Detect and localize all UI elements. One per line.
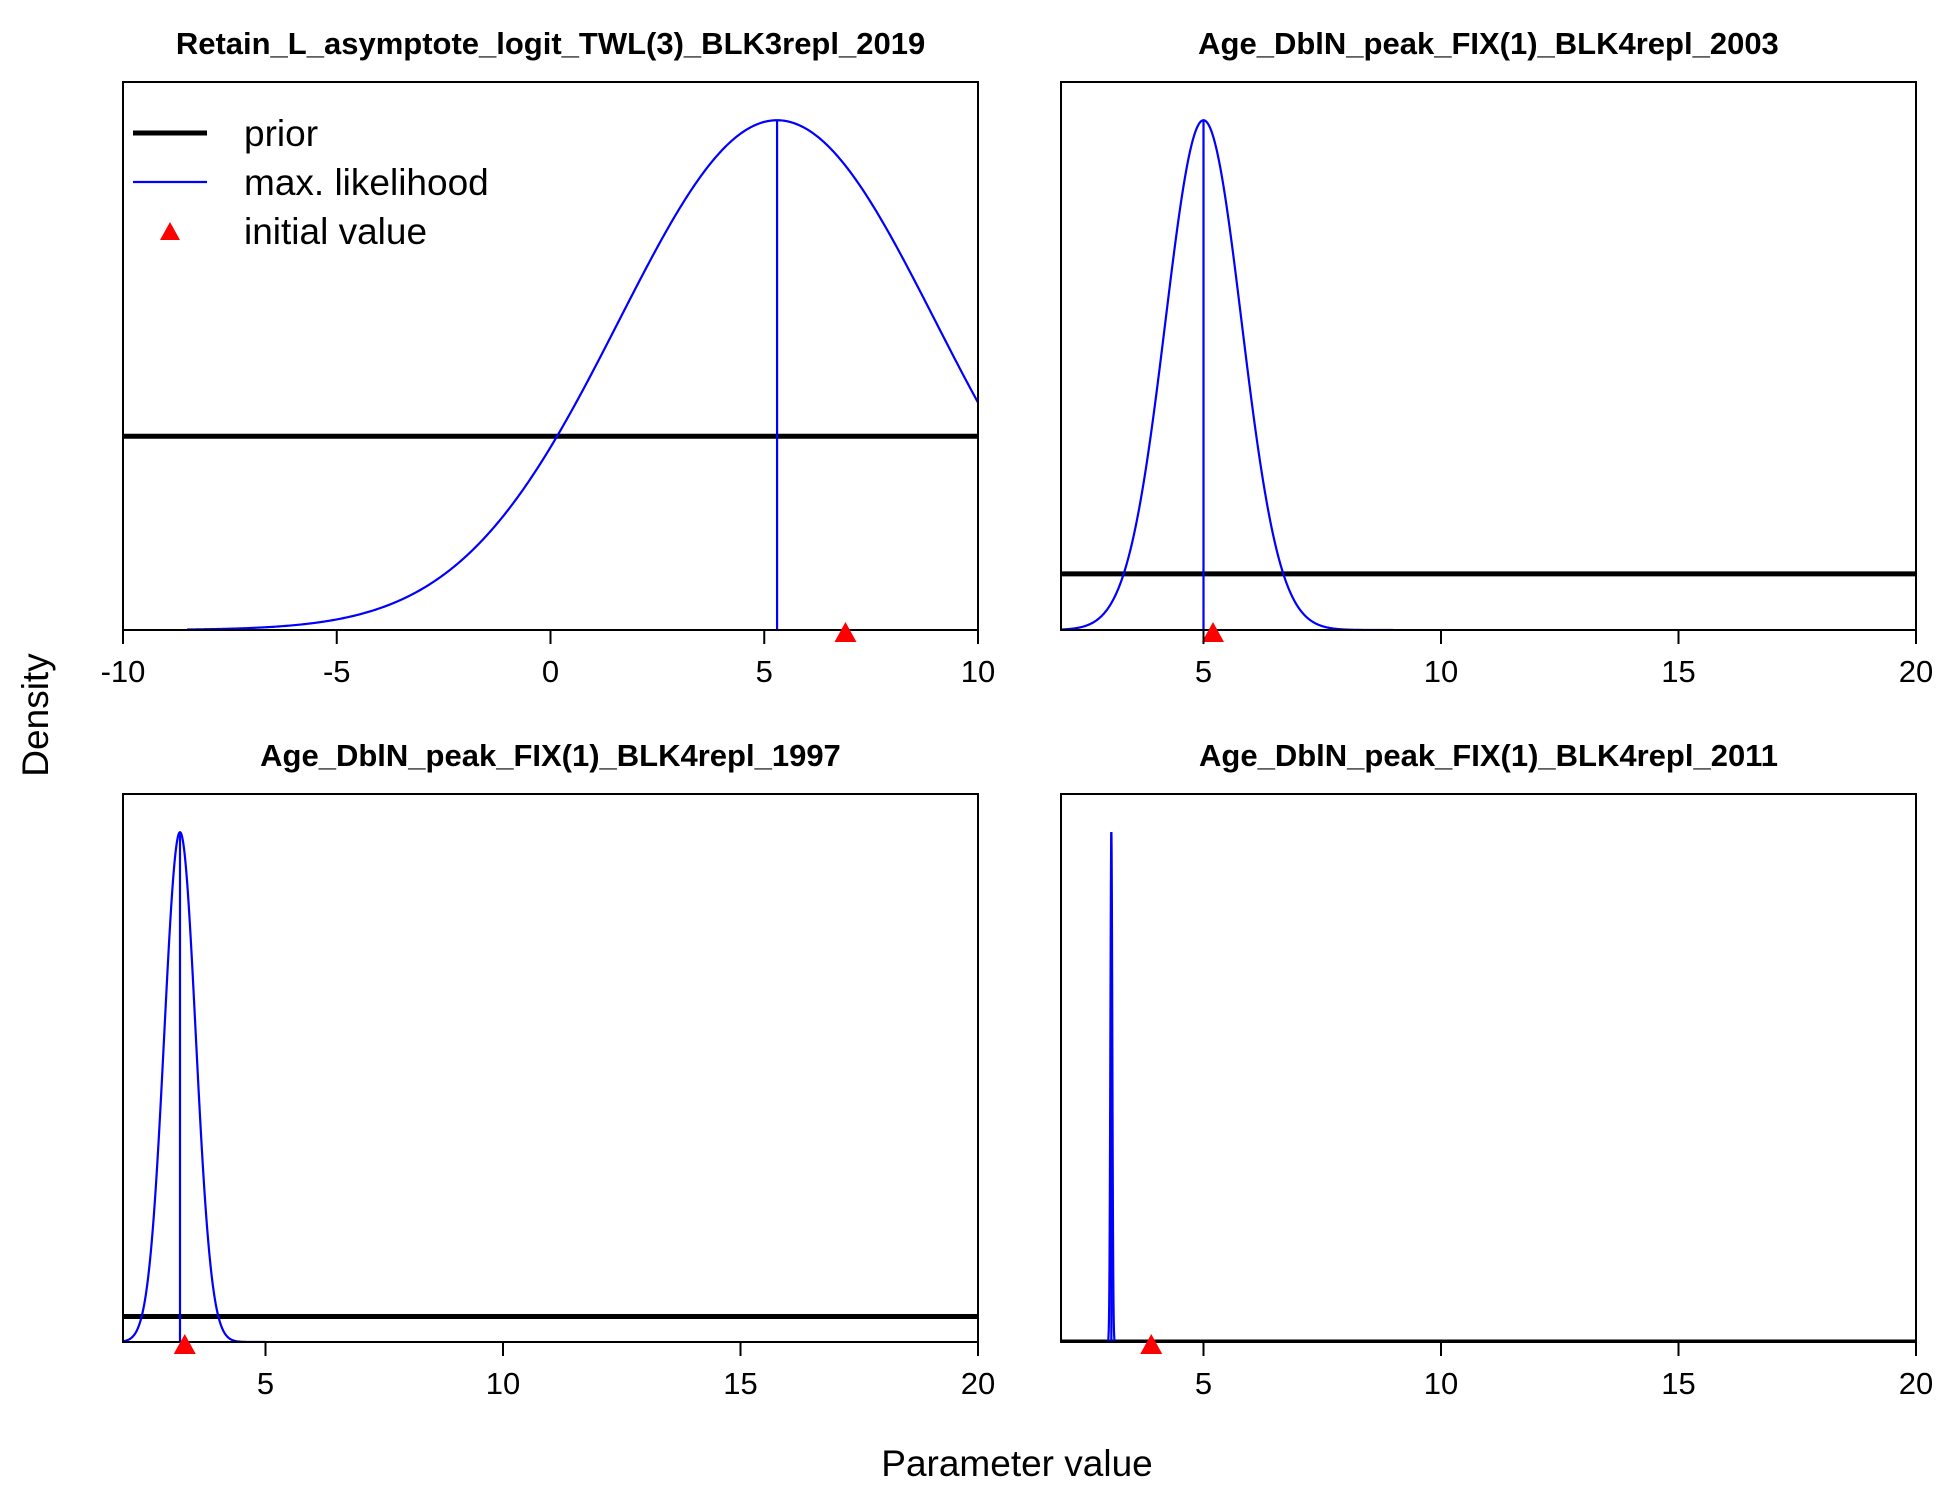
initial-value-marker <box>173 1334 196 1354</box>
panel-1: Retain_L_asymptote_logit_TWL(3)_BLK3repl… <box>101 26 996 689</box>
x-tick-label: -5 <box>323 654 351 689</box>
x-tick-label: 10 <box>486 1366 520 1401</box>
x-tick-label: 15 <box>1661 654 1695 689</box>
x-tick-label: -10 <box>101 654 146 689</box>
x-tick-label: 5 <box>1195 1366 1212 1401</box>
x-tick-label: 0 <box>542 654 559 689</box>
x-tick-label: 5 <box>257 1366 274 1401</box>
x-tick-label: 10 <box>1424 654 1458 689</box>
x-tick-label: 10 <box>1424 1366 1458 1401</box>
panels: Retain_L_asymptote_logit_TWL(3)_BLK3repl… <box>101 26 1934 1401</box>
panel-title: Retain_L_asymptote_logit_TWL(3)_BLK3repl… <box>176 26 925 61</box>
x-tick-label: 10 <box>961 654 995 689</box>
panel-title: Age_DblN_peak_FIX(1)_BLK4repl_2011 <box>1199 738 1778 773</box>
panel-3: Age_DblN_peak_FIX(1)_BLK4repl_1997 5 10 15 2… <box>122 738 995 1401</box>
legend-label: initial value <box>244 211 427 252</box>
panel-2: Age_DblN_peak_FIX(1)_BLK4repl_2003 5 10 15 2… <box>1060 26 1933 689</box>
max-likelihood-curve <box>1061 119 1394 630</box>
x-tick-label: 5 <box>1195 654 1212 689</box>
x-tick-label: 15 <box>723 1366 757 1401</box>
legend-swatch-initial-value <box>160 222 180 240</box>
panel-4: Age_DblN_peak_FIX(1)_BLK4repl_2011 5 10 15 2… <box>1060 738 1933 1401</box>
x-axis-label: Parameter value <box>881 1443 1152 1484</box>
y-axis-label: Density <box>15 653 56 777</box>
plot-area <box>1061 119 1916 630</box>
x-tick-label: 20 <box>1899 1366 1933 1401</box>
panel-title: Age_DblN_peak_FIX(1)_BLK4repl_1997 <box>260 738 841 773</box>
x-tick-label: 20 <box>961 1366 995 1401</box>
plot-area <box>123 831 978 1342</box>
legend-label: prior <box>244 113 318 154</box>
max-likelihood-curve <box>123 831 266 1342</box>
initial-value-marker <box>834 622 857 642</box>
plot-frame <box>1060 793 1917 1343</box>
legend: prior max. likelihood initial value <box>133 113 489 252</box>
legend-label: max. likelihood <box>244 162 489 203</box>
x-tick-label: 5 <box>756 654 773 689</box>
plot-area <box>123 119 978 630</box>
plot-area <box>1061 831 1916 1342</box>
plot-frame <box>1060 81 1917 631</box>
x-tick-label: 20 <box>1899 654 1933 689</box>
max-likelihood-curve <box>187 119 978 630</box>
plot-frame <box>122 793 979 1343</box>
initial-value-marker <box>1202 622 1224 642</box>
initial-value-marker <box>1140 1334 1163 1354</box>
x-tick-label: 15 <box>1661 1366 1695 1401</box>
panel-title: Age_DblN_peak_FIX(1)_BLK4repl_2003 <box>1198 26 1779 61</box>
